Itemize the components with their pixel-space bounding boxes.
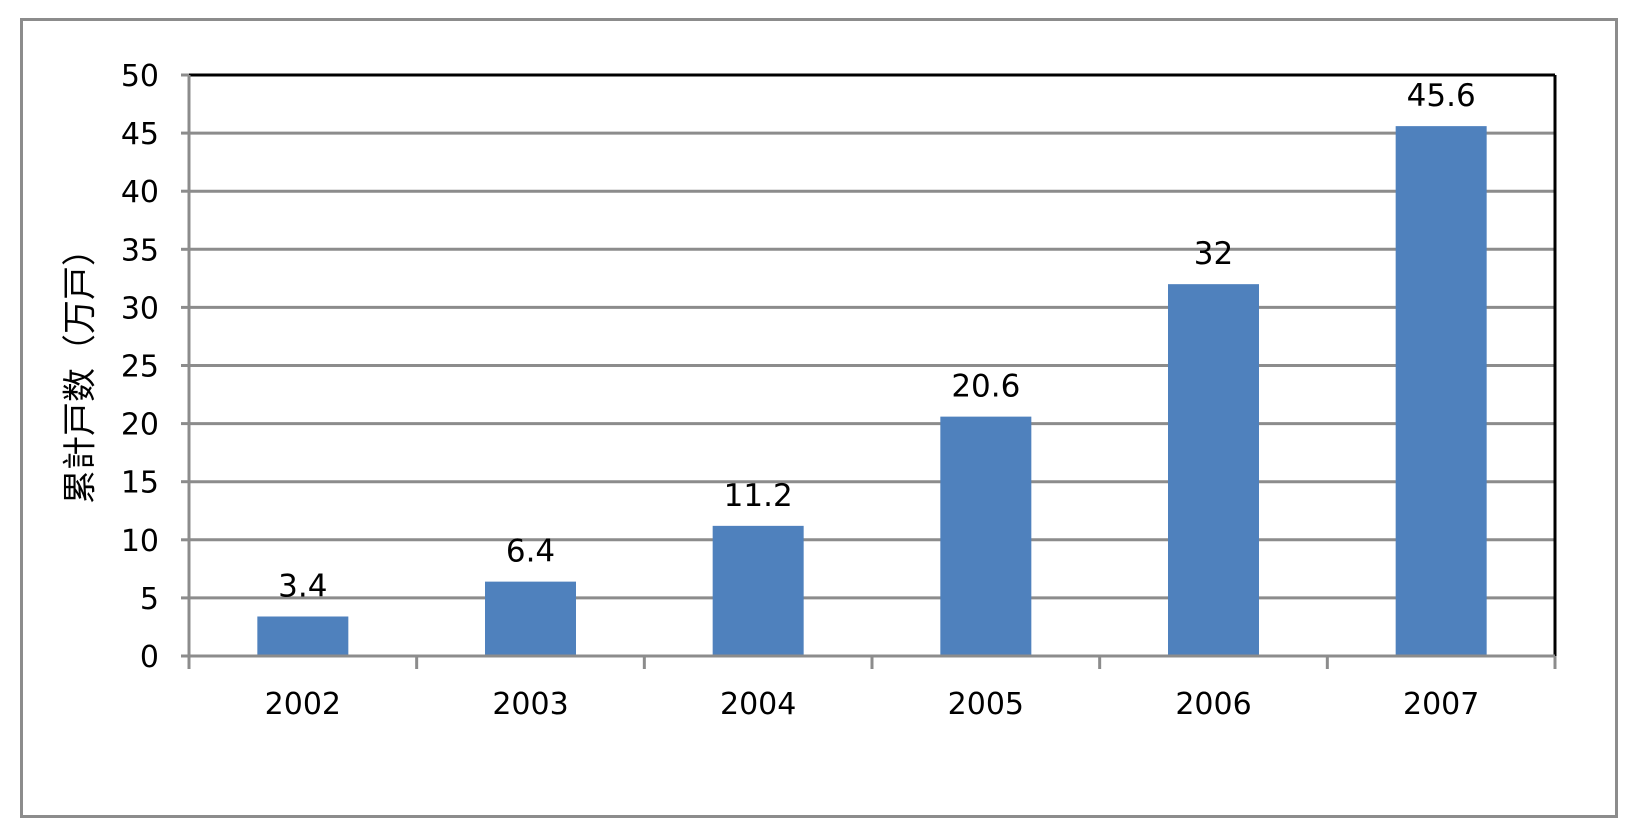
x-tick-label: 2002 xyxy=(265,687,341,722)
y-tick-label: 40 xyxy=(121,175,159,210)
y-tick-label: 5 xyxy=(140,582,159,617)
x-tick-label: 2005 xyxy=(948,687,1024,722)
x-tick-label: 2004 xyxy=(720,687,796,722)
bar-2006 xyxy=(1168,284,1259,656)
y-tick-label: 0 xyxy=(140,640,159,675)
y-tick-label: 30 xyxy=(121,291,159,326)
axes xyxy=(181,73,1557,669)
x-tick-label: 2006 xyxy=(1175,687,1251,722)
data-label-2005: 20.6 xyxy=(951,369,1020,405)
plot-area xyxy=(257,126,1487,657)
data-label-2003: 6.4 xyxy=(506,534,555,570)
y-tick-label: 10 xyxy=(121,524,159,559)
bar-2004 xyxy=(712,525,804,656)
grid-lines xyxy=(189,73,1555,600)
y-tick-label: 20 xyxy=(121,408,159,443)
data-label-2006: 32 xyxy=(1194,236,1233,272)
y-tick-label: 45 xyxy=(121,117,159,152)
y-tick-label: 25 xyxy=(121,350,159,385)
y-axis-title: 累計戸数（万戸） xyxy=(61,232,101,504)
y-tick-label: 15 xyxy=(121,466,159,501)
x-tick-label: 2003 xyxy=(492,687,568,722)
chart-frame xyxy=(20,18,1618,818)
x-tick-label: 2007 xyxy=(1403,687,1479,722)
bar-2005 xyxy=(940,416,1032,656)
data-label-2002: 3.4 xyxy=(278,568,327,604)
bar-2007 xyxy=(1395,126,1487,657)
y-tick-label: 35 xyxy=(121,233,159,268)
data-label-2004: 11.2 xyxy=(724,478,793,514)
data-label-2007: 45.6 xyxy=(1407,78,1476,114)
bar-2003 xyxy=(485,581,576,656)
bar-2002 xyxy=(257,616,349,656)
y-tick-label: 50 xyxy=(121,59,159,94)
labels: 0 5 10 15 20 25 30 35 40 45 50 3.4 2002 6.4 2003 11.2 20… xyxy=(121,59,1480,722)
